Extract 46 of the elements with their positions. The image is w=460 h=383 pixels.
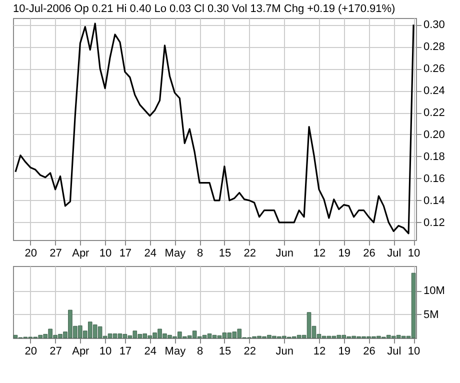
x-tick-label: 12 [313, 248, 326, 260]
y-tick-label: 0.16 [424, 172, 445, 185]
x-tick-label: 20 [24, 248, 38, 260]
x-tick-label: Apr [72, 346, 90, 358]
x-tick-label: 24 [144, 346, 156, 358]
x-tick-label: 12 [313, 346, 326, 358]
y-tick-label: 0.24 [424, 85, 445, 98]
x-tick-label: 10 [99, 346, 112, 358]
x-tick-label: 19 [338, 248, 350, 260]
x-tick-label: 27 [50, 346, 62, 358]
x-tick-label: 8 [197, 248, 204, 260]
x-tick-label: 10 [408, 248, 420, 260]
y-tick-label: 10M [424, 285, 445, 298]
x-tick-label: 10 [99, 248, 112, 260]
x-tick-label: 26 [363, 248, 376, 260]
y-tick-label: 0.22 [424, 107, 445, 120]
x-tick-label: Apr [72, 248, 90, 260]
x-tick-label: Jun [276, 346, 294, 358]
x-tick-label: May [164, 248, 186, 260]
x-tick-label: 17 [119, 346, 132, 358]
y-tick-label: 0.20 [424, 128, 445, 141]
x-tick-label: 17 [119, 248, 132, 260]
x-tick-label: 20 [24, 346, 38, 358]
x-tick-label: 15 [218, 248, 232, 260]
x-tick-label: 8 [197, 346, 204, 358]
x-tick-label: Jul [387, 346, 402, 358]
x-tick-label: 22 [244, 346, 256, 358]
y-tick-label: 0.14 [424, 194, 445, 207]
x-tick-label: 19 [338, 346, 350, 358]
y-tick-label: 0.18 [424, 150, 445, 163]
x-tick-label: 10 [408, 346, 420, 358]
y-tick-label: 0.28 [424, 41, 445, 54]
x-tick-label: Jun [276, 248, 294, 260]
y-tick-label: 5M [424, 308, 439, 321]
x-tick-label: May [164, 346, 186, 358]
x-tick-label: 22 [244, 248, 256, 260]
x-tick-label: 15 [218, 346, 232, 358]
x-tick-label: 24 [144, 248, 156, 260]
y-tick-label: 0.12 [424, 216, 445, 229]
x-tick-label: Jul [387, 248, 402, 260]
y-tick-label: 0.26 [424, 63, 445, 76]
x-tick-label: 27 [50, 248, 62, 260]
x-tick-label: 26 [363, 346, 376, 358]
y-tick-label: 0.30 [424, 19, 445, 32]
line-series [14, 22, 414, 234]
chart-subtitle: 10-Jul-2006 Op 0.21 Hi 0.40 Lo 0.03 Cl 0.30 Vol 13.7M Chg +0.19 (+170.91%) [13, 3, 396, 15]
